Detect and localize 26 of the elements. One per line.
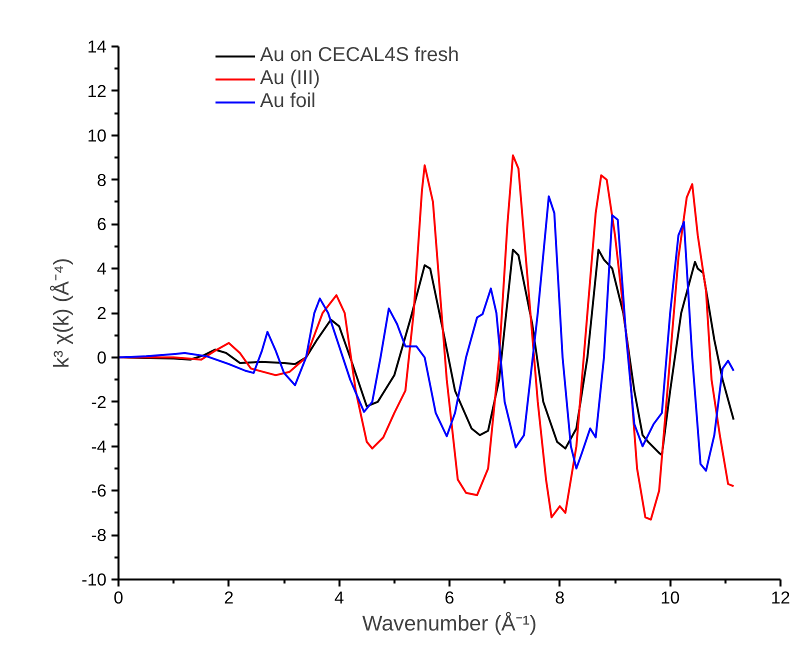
y-tick-label: 6	[96, 214, 107, 234]
y-tick-label: -10	[81, 570, 106, 590]
x-tick-label: 0	[114, 588, 124, 608]
x-tick-label: 6	[444, 588, 454, 608]
y-tick-label: -8	[91, 525, 107, 546]
x-axis-title: Wavenumber (Å⁻¹)	[362, 612, 537, 636]
x-tick-label: 12	[770, 588, 790, 608]
y-tick-label: -2	[91, 392, 107, 412]
y-tick-label: 4	[96, 258, 107, 279]
x-tick-label: 8	[555, 588, 565, 608]
y-tick-label: 0	[96, 347, 107, 368]
legend-label: Au on CECAL4S fresh	[260, 45, 459, 67]
x-tick-label: 10	[660, 588, 680, 608]
y-tick-label: 12	[87, 80, 107, 101]
y-tick-label: 14	[87, 36, 107, 56]
y-tick-label: -4	[91, 436, 107, 456]
legend-label: Au (III)	[260, 67, 320, 90]
y-tick-label: 10	[87, 125, 107, 146]
line-series	[118, 195, 735, 472]
y-tick-label: -6	[91, 480, 107, 501]
y-tick-label: 2	[96, 303, 107, 323]
x-tick-label: 4	[334, 588, 344, 608]
legend-label: Au foil	[260, 90, 316, 113]
y-axis-title: k³ χ(k) (Å⁻⁴)	[49, 258, 74, 368]
y-tick-label: 8	[96, 170, 107, 190]
x-tick-label: 2	[224, 588, 234, 608]
